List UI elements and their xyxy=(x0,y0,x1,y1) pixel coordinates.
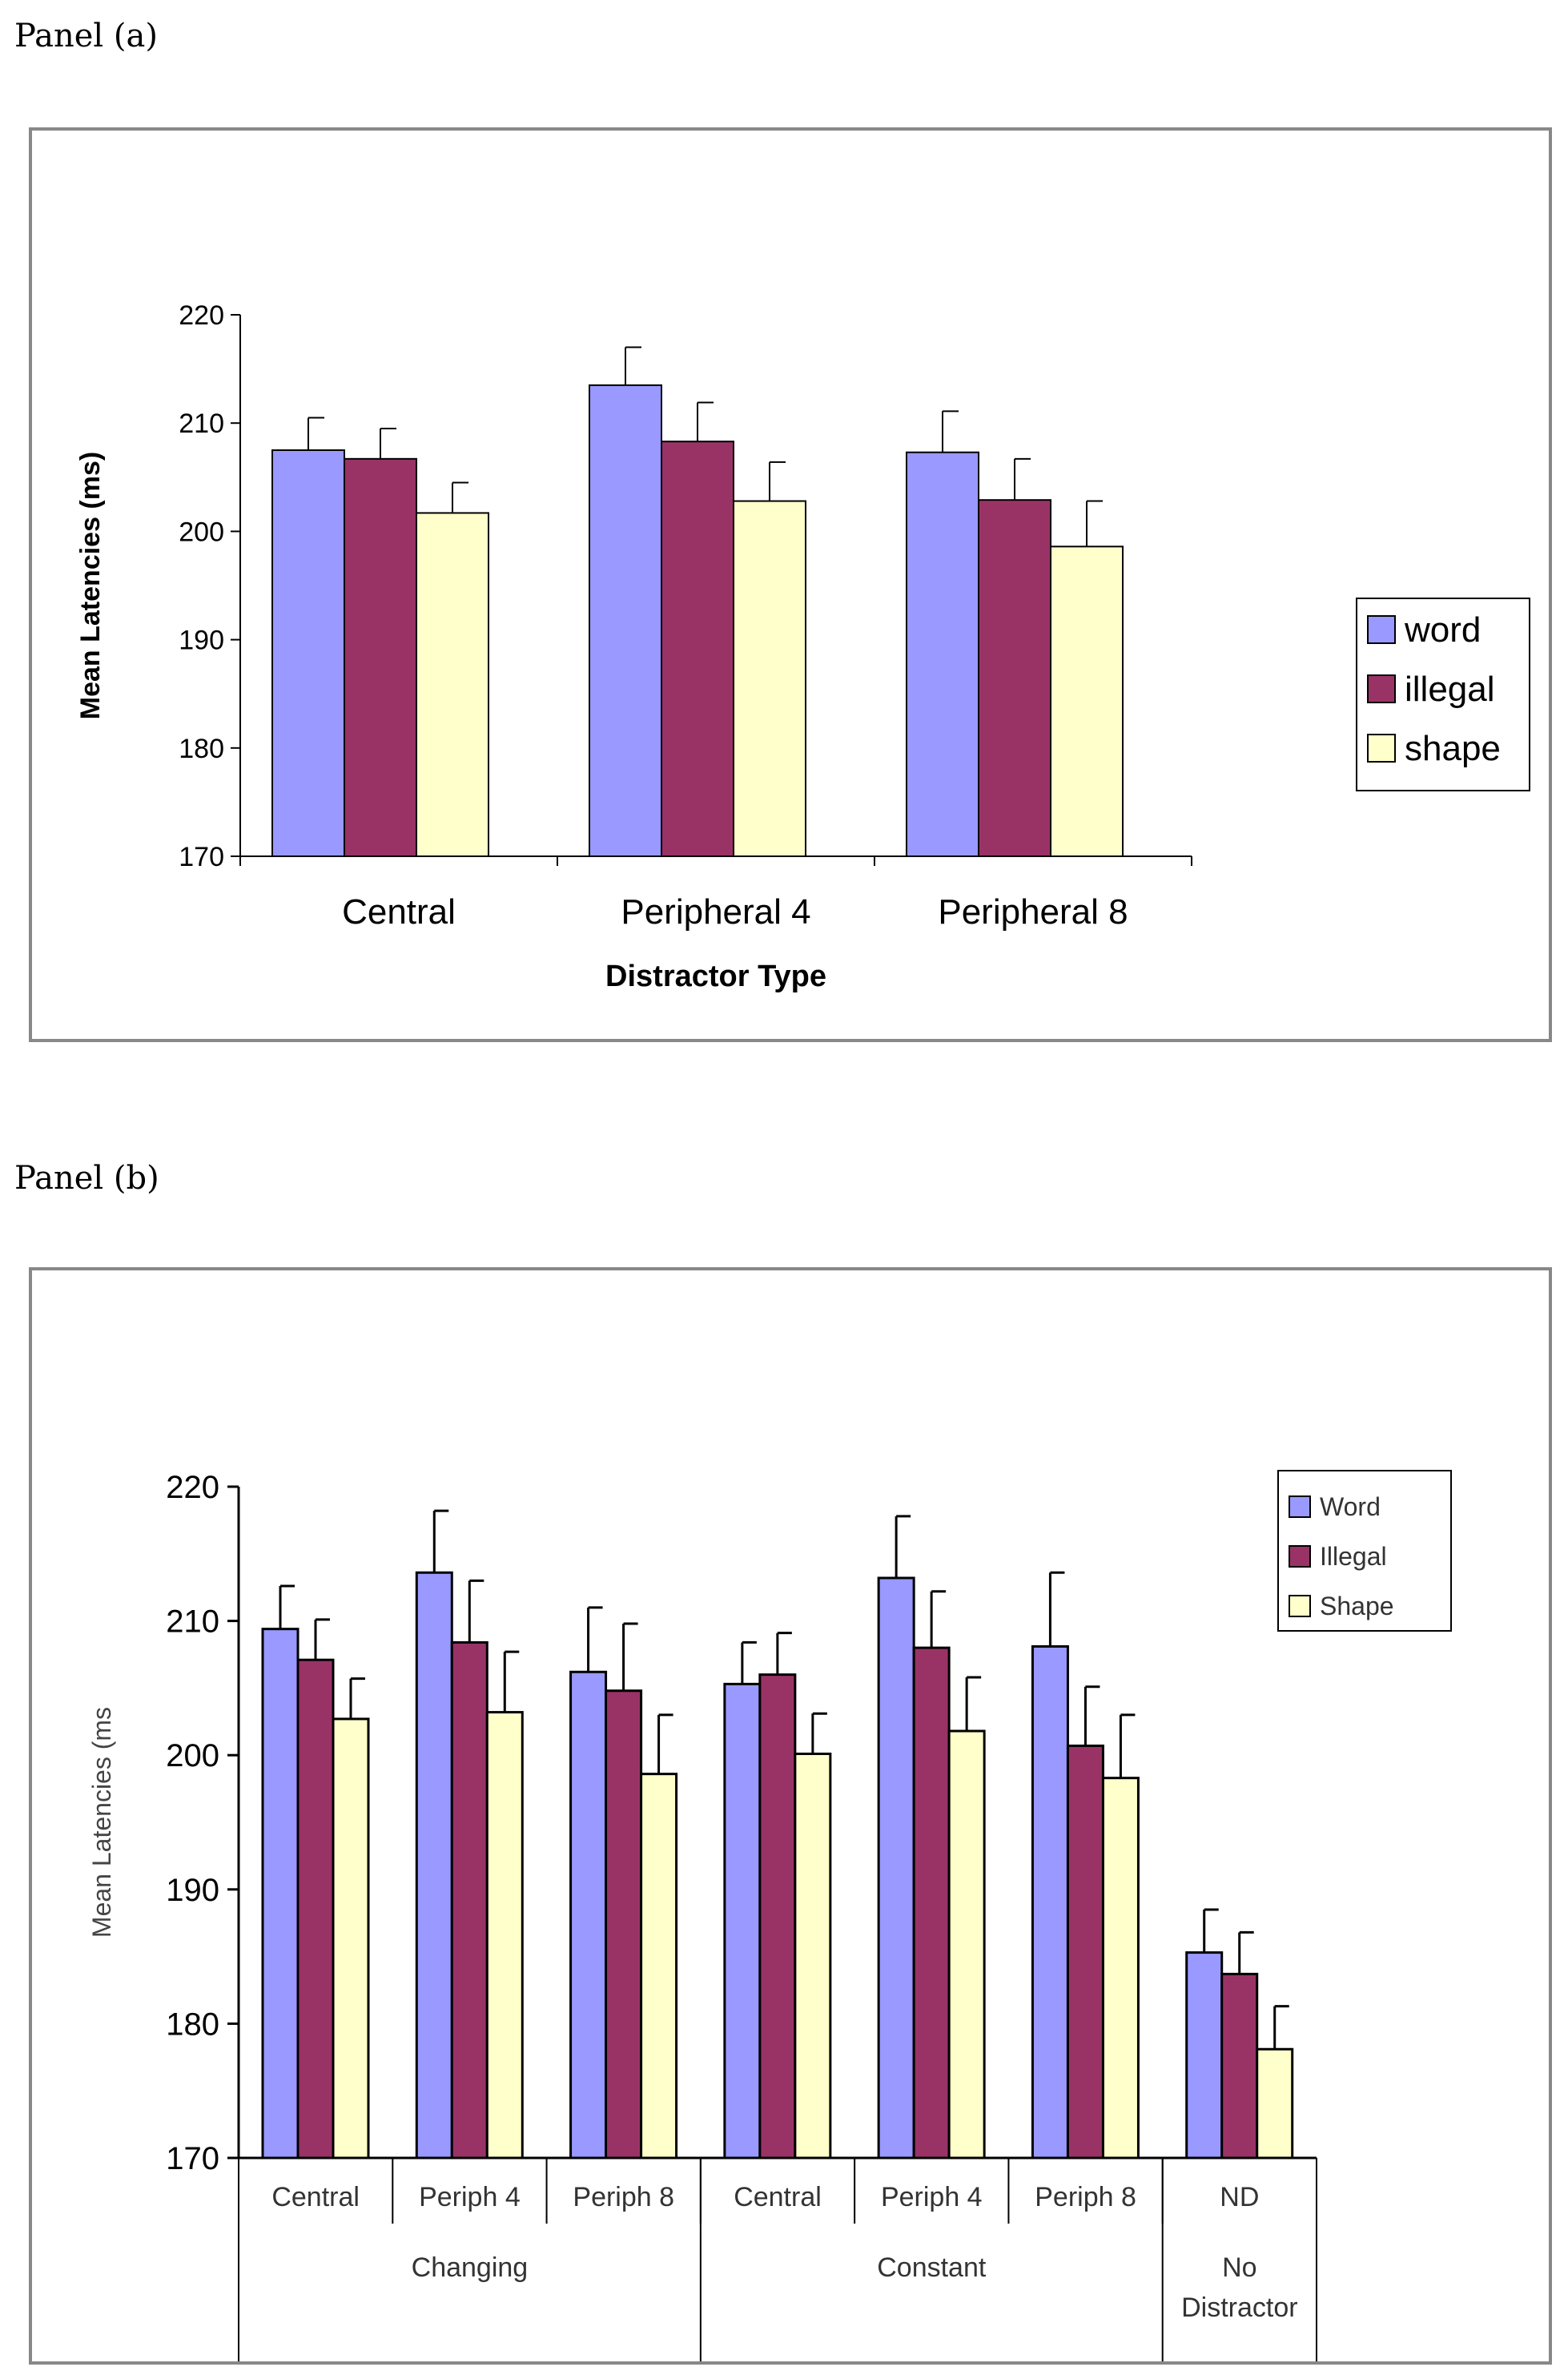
bar-Shape xyxy=(485,1711,524,2160)
panel-b-label: Panel (b) xyxy=(14,1160,159,1197)
bar-Illegal xyxy=(758,1673,797,2160)
y-axis-title: Mean Latencies (ms) xyxy=(75,452,106,719)
x-category-label: ND xyxy=(1220,2182,1259,2212)
x-group-label: No Distractor xyxy=(1181,2252,1297,2323)
bar-word xyxy=(906,451,979,857)
bar-Word xyxy=(569,1670,608,2160)
x-category-label: Central xyxy=(271,2182,360,2212)
x-category-label: Central xyxy=(734,2182,822,2212)
bar-word xyxy=(271,449,345,857)
chart-a: 170 180 190 200 210 220 Central Peripheral 4 Per… xyxy=(75,300,1530,993)
chart-b: 170 180 190 200 210 220 Central Periph 4 Periph … xyxy=(87,1470,1452,2368)
y-tick-label: 190 xyxy=(166,1873,219,1908)
bar-Shape xyxy=(794,1753,832,2160)
legend-label: Illegal xyxy=(1320,1542,1387,1571)
panel-a-label: Panel (a) xyxy=(14,18,158,54)
bar-Illegal xyxy=(450,1640,488,2160)
legend-swatch-shape xyxy=(1367,734,1396,763)
bar-shape xyxy=(416,512,489,857)
bar-Illegal xyxy=(296,1658,335,2160)
legend-swatch-illegal xyxy=(1367,674,1396,703)
bar-illegal xyxy=(661,441,734,857)
bar-Illegal xyxy=(1066,1744,1104,2160)
bar-shape xyxy=(733,500,806,857)
legend-label: word xyxy=(1404,610,1481,650)
bar-Shape xyxy=(640,1773,678,2160)
legend-swatch-Illegal xyxy=(1289,1545,1311,1568)
y-axis-title: Mean Latencies (ms xyxy=(87,1707,116,1938)
legend-swatch-Shape xyxy=(1289,1595,1311,1617)
bar-shape xyxy=(1050,545,1124,857)
y-tick-label: 200 xyxy=(179,517,224,547)
x-category-label: Peripheral 4 xyxy=(621,892,810,932)
bar-Illegal xyxy=(605,1689,643,2160)
legend-swatch-Word xyxy=(1289,1495,1311,1518)
bar-Shape xyxy=(332,1717,370,2160)
legend-label: illegal xyxy=(1405,670,1495,709)
x-group-label: Changing xyxy=(412,2252,529,2283)
y-tick-label: 220 xyxy=(179,300,224,331)
bar-Shape xyxy=(1256,2047,1294,2160)
bar-word xyxy=(589,384,662,857)
x-category-label: Periph 8 xyxy=(1035,2182,1136,2212)
legend-swatch-word xyxy=(1367,615,1396,644)
bar-Illegal xyxy=(1220,1972,1259,2160)
x-category-label: Periph 8 xyxy=(573,2182,674,2212)
y-tick-label: 200 xyxy=(166,1738,219,1773)
bar-illegal xyxy=(344,457,417,857)
x-category-label: Periph 4 xyxy=(881,2182,983,2212)
bar-Illegal xyxy=(912,1646,951,2160)
y-tick-label: 170 xyxy=(166,2141,219,2176)
y-tick-label: 220 xyxy=(166,1470,219,1505)
legend-label: Word xyxy=(1320,1492,1381,1521)
bar-Word xyxy=(1031,1644,1069,2160)
x-group-label: Constant xyxy=(877,2252,987,2283)
bar-Shape xyxy=(1101,1777,1140,2160)
x-axis-title: Distractor Type xyxy=(605,960,826,993)
x-category-label: Central xyxy=(342,892,456,932)
y-tick-label: 180 xyxy=(179,734,224,764)
x-category-label: Periph 4 xyxy=(419,2182,521,2212)
bar-Word xyxy=(1185,1951,1224,2160)
bar-Shape xyxy=(947,1729,986,2160)
bar-Word xyxy=(261,1628,300,2160)
bar-Word xyxy=(877,1576,915,2160)
x-category-label: Peripheral 8 xyxy=(938,892,1128,932)
y-tick-label: 210 xyxy=(166,1604,219,1640)
y-tick-label: 190 xyxy=(179,626,224,656)
chart-a-frame: 170 180 190 200 210 220 Central Peripheral 4 Per… xyxy=(29,127,1552,1042)
y-tick-label: 210 xyxy=(179,409,224,439)
chart-b-frame: 170 180 190 200 210 220 Central Periph 4 Periph … xyxy=(29,1267,1552,2368)
bar-Word xyxy=(415,1571,453,2160)
bar-Word xyxy=(723,1682,762,2160)
legend-label: Shape xyxy=(1320,1592,1394,1620)
y-tick-label: 170 xyxy=(179,842,224,872)
y-tick-label: 180 xyxy=(166,2007,219,2042)
bar-illegal xyxy=(978,499,1051,857)
legend-label: shape xyxy=(1405,729,1501,768)
